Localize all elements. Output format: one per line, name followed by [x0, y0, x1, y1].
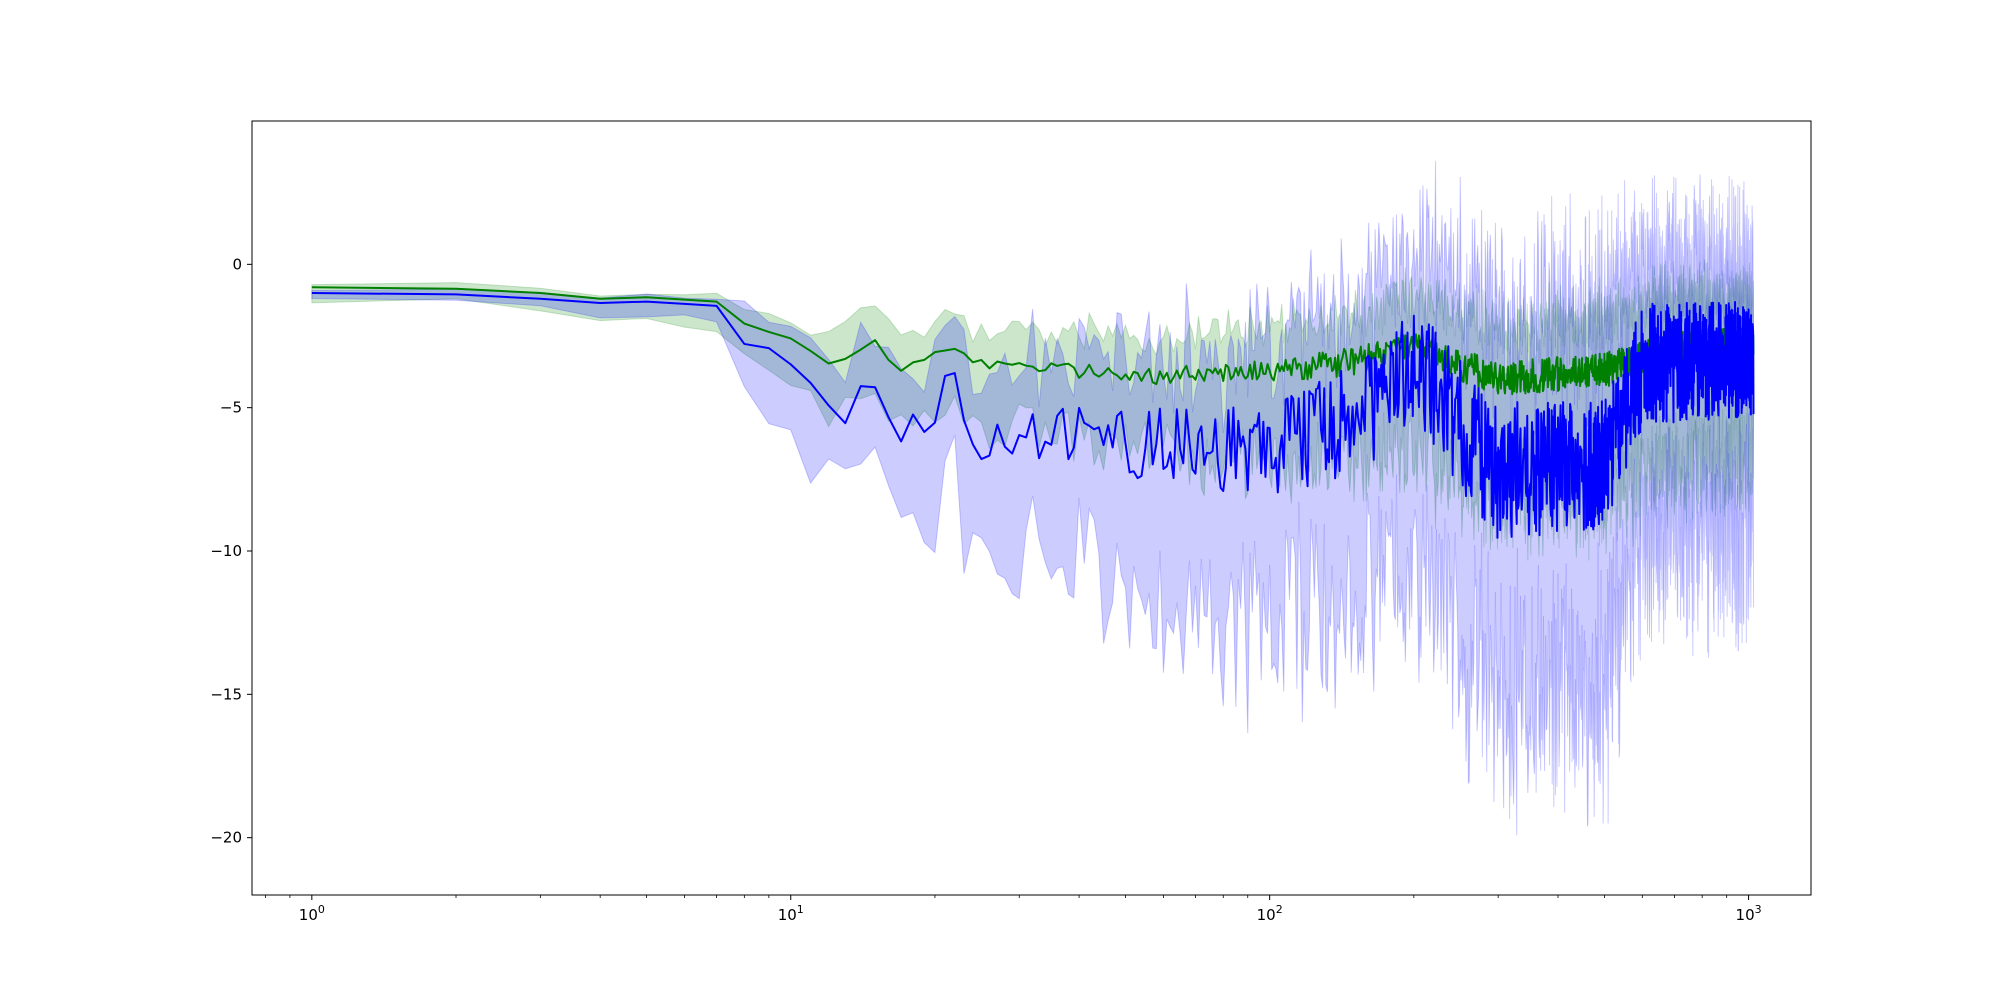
confidence-bands [311, 160, 1755, 836]
series-1-band [311, 259, 1755, 561]
x-axis: 100 101 102 103 [265, 895, 1762, 924]
series-lines [311, 286, 1755, 539]
y-axis: 0 −5 −10 −15 −20 [210, 255, 252, 847]
y-tick-label: −20 [210, 829, 242, 847]
x-tick-label: 103 [1736, 903, 1762, 924]
y-tick-label: 0 [232, 255, 242, 273]
plot-area-frame [251, 120, 1812, 896]
x-tick-label: 101 [778, 903, 804, 924]
series-2-band [311, 160, 1755, 836]
series-2-line [311, 292, 1755, 539]
x-tick-label: 102 [1257, 903, 1283, 924]
y-tick-label: −10 [210, 542, 242, 560]
y-tick-label: −5 [220, 399, 242, 417]
y-tick-label: −15 [210, 685, 242, 703]
x-tick-label: 100 [299, 903, 325, 924]
